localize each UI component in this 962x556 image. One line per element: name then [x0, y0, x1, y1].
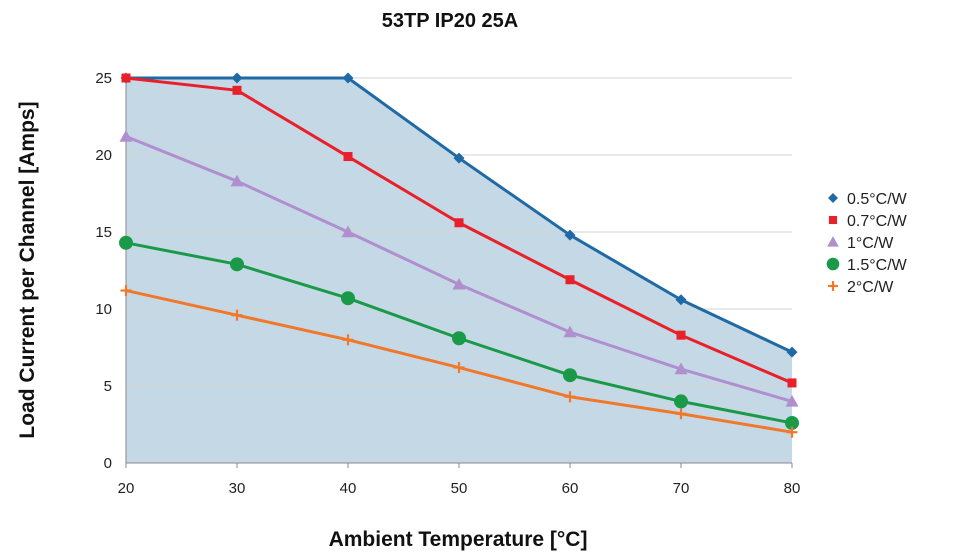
legend-marker-4	[828, 281, 838, 291]
series-0-point-3	[453, 152, 465, 164]
series-2-point-1	[230, 174, 244, 187]
series-2-point-0	[119, 130, 133, 142]
y-axis-title: Load Current per Channel [Amps]	[16, 101, 39, 438]
series-3-point-0	[119, 235, 133, 250]
plot-area: 0 5 10 15 20 25 20 30 40 50 60 70 80	[95, 70, 800, 497]
x-tick-label-40: 40	[340, 480, 357, 497]
series-1-point-6	[787, 378, 797, 388]
x-tick-label-70: 70	[673, 480, 690, 497]
legend-label-2: 1°C/W	[847, 235, 894, 252]
chart-title: 53TP IP20 25A	[382, 10, 518, 32]
series-1-point-4	[565, 275, 575, 285]
series-1	[121, 73, 797, 388]
series-1-point-3	[454, 218, 464, 228]
x-axis-title: Ambient Temperature [°C]	[329, 528, 588, 551]
series-4	[120, 285, 798, 438]
series-2-point-3	[452, 277, 466, 290]
y-tick-label-0: 0	[104, 455, 112, 472]
legend-label-1: 0.7°C/W	[847, 213, 908, 230]
series-2-point-2	[341, 225, 355, 238]
series-4-point-0	[120, 285, 132, 297]
series-4-point-6	[786, 426, 798, 438]
y-tick-label-5: 5	[104, 378, 112, 395]
x-tick-label-80: 80	[784, 480, 801, 497]
legend: 0.5°C/W 0.7°C/W 1°C/W 1.5°C/W 2°C/W	[826, 191, 908, 296]
series-0-point-1	[231, 72, 243, 84]
y-tick-label-20: 20	[95, 147, 112, 164]
legend-marker-0	[828, 193, 838, 203]
area-fill	[126, 78, 792, 463]
series-4-point-3	[453, 362, 465, 374]
legend-marker-2	[827, 236, 839, 247]
y-tick-label-10: 10	[95, 301, 112, 318]
series-2	[119, 130, 799, 407]
series-0-point-2	[342, 72, 354, 84]
legend-label-4: 2°C/W	[847, 279, 894, 296]
y-tick-label-25: 25	[95, 70, 112, 87]
y-tick-label-15: 15	[95, 224, 112, 241]
series-1-point-2	[343, 152, 353, 162]
series-3-point-4	[563, 368, 577, 383]
series-3-point-3	[452, 331, 466, 346]
series-4-point-5	[675, 408, 687, 420]
x-tick-label-50: 50	[451, 480, 468, 497]
series-3-point-6	[785, 415, 799, 430]
series-4-point-2	[342, 334, 354, 346]
legend-label-0: 0.5°C/W	[847, 191, 908, 208]
legend-marker-1	[828, 215, 838, 225]
series-0-point-5	[675, 294, 687, 306]
legend-label-3: 1.5°C/W	[847, 257, 908, 274]
series-1-point-0	[121, 73, 131, 83]
series-2-point-4	[563, 325, 577, 338]
x-tick-label-60: 60	[562, 480, 579, 497]
series-3	[119, 235, 799, 430]
legend-marker-3	[826, 257, 840, 271]
series-4-point-4	[564, 391, 576, 403]
series-4-point-1	[231, 309, 243, 321]
series-2-point-5	[674, 362, 688, 375]
series-1-point-1	[232, 85, 242, 95]
series-3-point-5	[674, 394, 688, 409]
series-0-point-6	[786, 346, 798, 358]
x-tick-label-20: 20	[118, 480, 135, 497]
series-0-point-4	[564, 229, 576, 241]
series-2-point-6	[785, 394, 799, 407]
series-3-point-2	[341, 291, 355, 306]
x-tick-label-30: 30	[229, 480, 246, 497]
series-1-point-5	[676, 330, 686, 340]
series-3-point-1	[230, 257, 244, 272]
